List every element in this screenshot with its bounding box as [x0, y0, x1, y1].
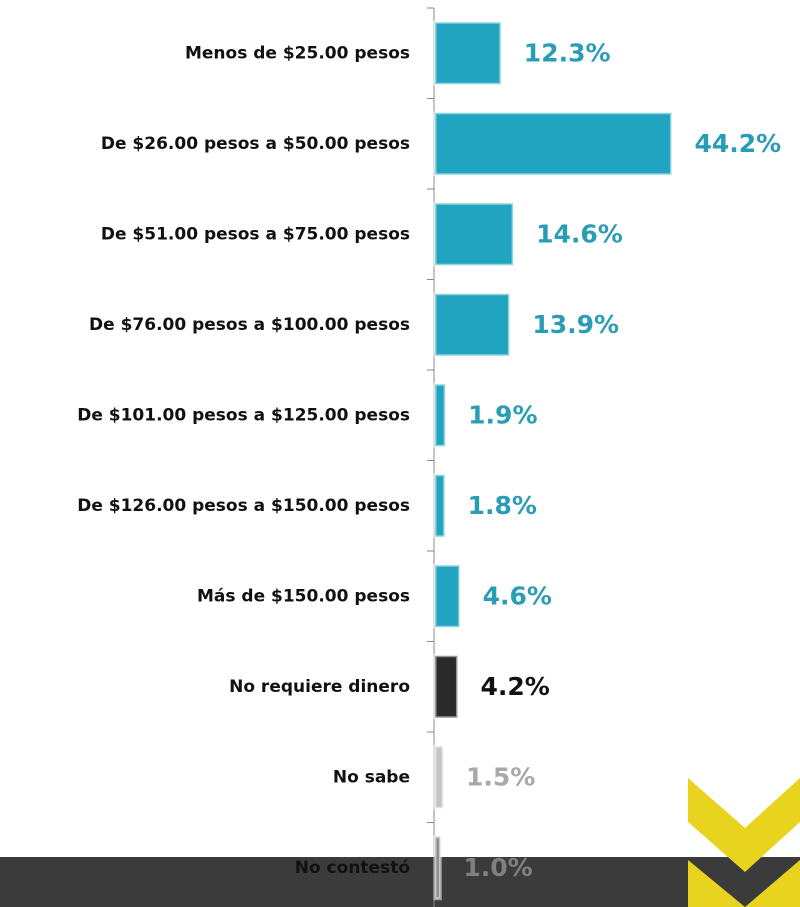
category-label: De $51.00 pesos a $75.00 pesos [101, 224, 410, 244]
value-label: 1.8% [468, 491, 537, 520]
footer-band [0, 857, 800, 907]
bar [433, 382, 447, 448]
category-label: No requiere dinero [229, 677, 410, 697]
bar [433, 201, 515, 267]
category-label: Menos de $25.00 pesos [185, 43, 410, 63]
bar [433, 563, 462, 629]
bar [433, 473, 447, 539]
value-label: 13.9% [532, 310, 619, 339]
chevron [688, 778, 800, 872]
category-label: De $126.00 pesos a $150.00 pesos [77, 496, 410, 516]
bar [433, 111, 673, 177]
bar [433, 835, 442, 901]
value-label: 4.2% [480, 672, 549, 701]
value-label: 1.5% [466, 762, 535, 791]
category-label: No contestó [295, 858, 410, 878]
bar [433, 654, 459, 720]
value-label: 14.6% [536, 219, 623, 248]
value-label: 12.3% [524, 38, 611, 67]
category-label: De $26.00 pesos a $50.00 pesos [101, 134, 410, 154]
bar [433, 292, 511, 358]
category-label: De $101.00 pesos a $125.00 pesos [77, 405, 410, 425]
category-label: No sabe [333, 767, 410, 787]
chevron [688, 860, 800, 907]
value-label: 1.0% [463, 853, 532, 882]
bar [433, 20, 503, 86]
category-label: Más de $150.00 pesos [197, 586, 410, 606]
bar [433, 744, 445, 810]
value-label: 44.2% [694, 129, 781, 158]
value-label: 4.6% [483, 581, 552, 610]
value-label: 1.9% [468, 400, 537, 429]
category-label: De $76.00 pesos a $100.00 pesos [89, 315, 410, 335]
